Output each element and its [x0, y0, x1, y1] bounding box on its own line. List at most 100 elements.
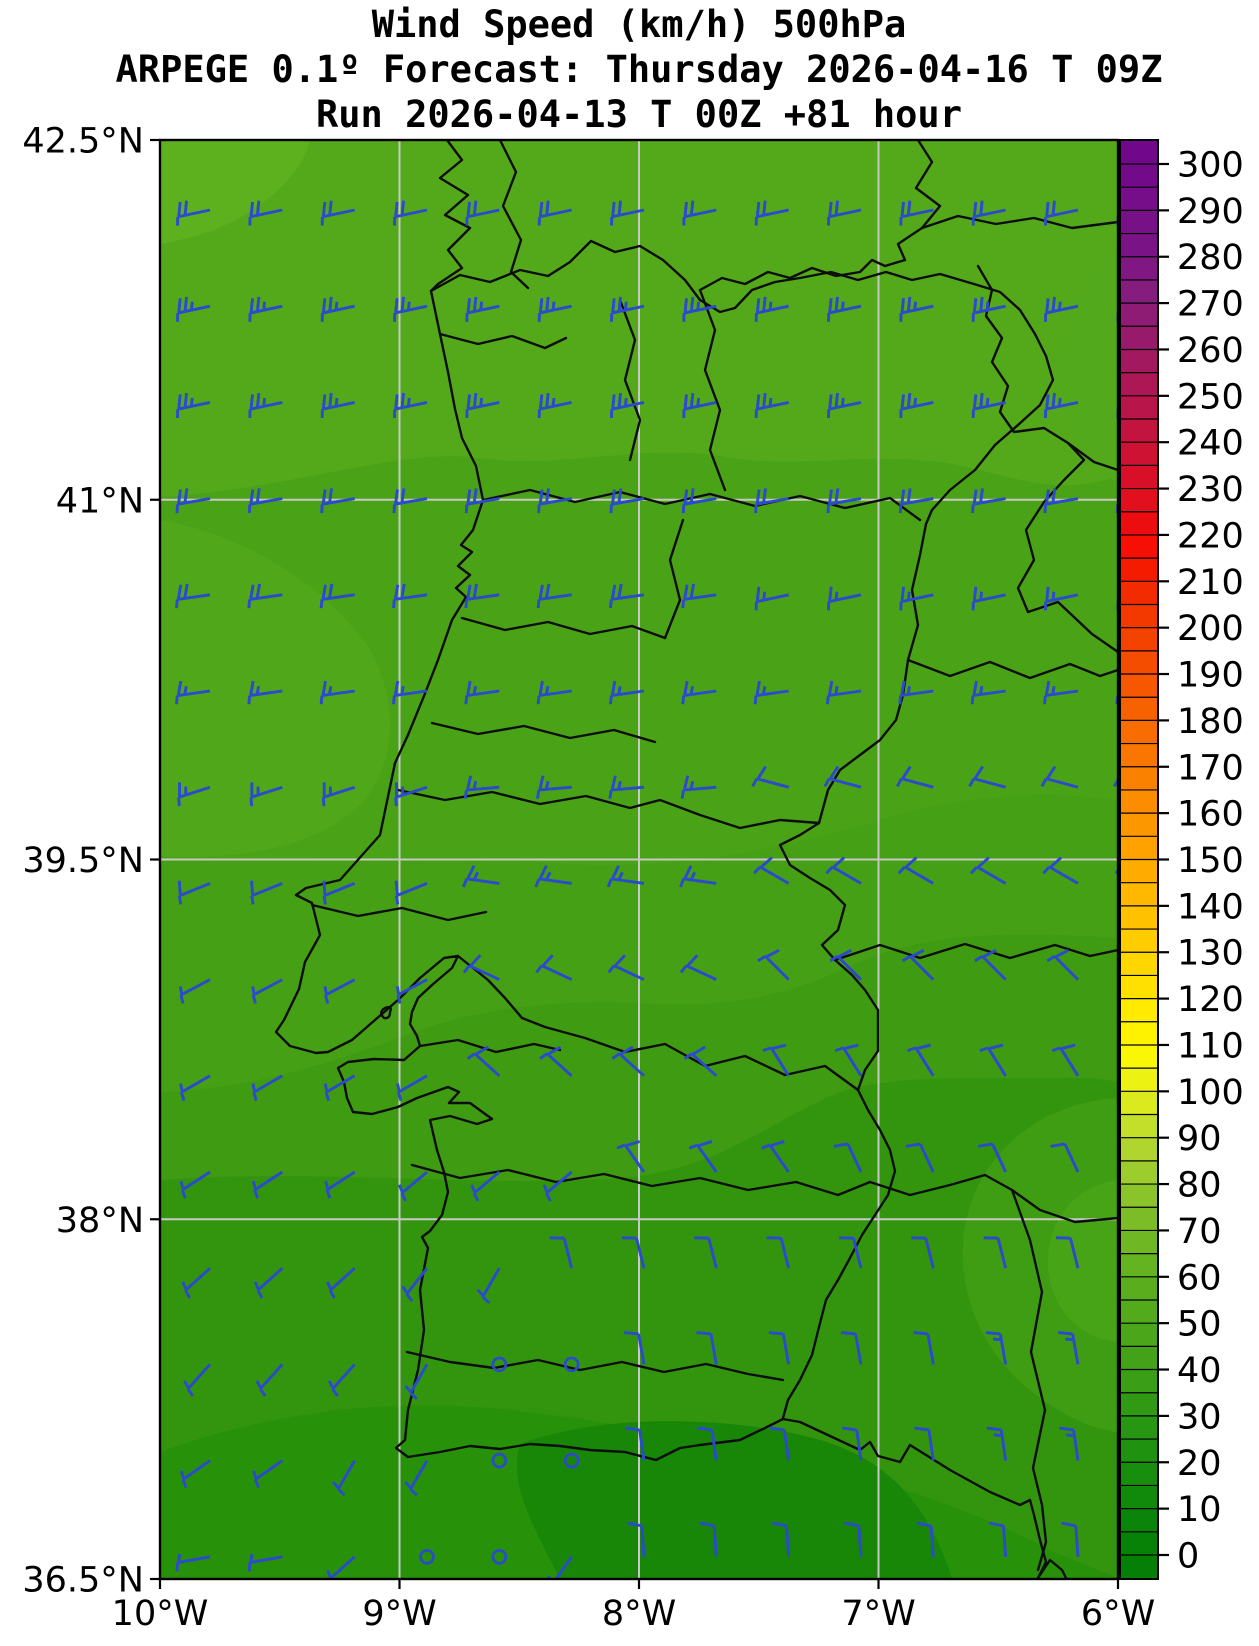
- wind-barb: [175, 488, 211, 514]
- wind-barb: [905, 1142, 935, 1173]
- wind-barb: [462, 954, 500, 981]
- district-border: [481, 488, 922, 522]
- wind-barb: [914, 1426, 935, 1461]
- wind-barb: [827, 200, 862, 226]
- wind-barb: [1040, 765, 1079, 789]
- colorbar-tick-label: 290: [1177, 192, 1244, 232]
- wind-barb: [968, 765, 1007, 789]
- colorbar-segment: [1120, 813, 1158, 837]
- wind-barb: [768, 1331, 791, 1365]
- colorbar-tick-label: 130: [1177, 934, 1244, 974]
- wind-barb: [834, 1043, 863, 1077]
- colorbar-segment: [1120, 836, 1158, 860]
- colorbar-tick-label: 280: [1177, 238, 1244, 278]
- calm-circle: [563, 1356, 580, 1373]
- wind-barb: [536, 680, 572, 705]
- colorbar-tick-label: 170: [1177, 748, 1244, 788]
- colorbar-segment: [1120, 372, 1158, 396]
- colorbar: 0 10 20 30 40 50 60 70 80 90 100 110 120 130 140 150 160…: [1119, 139, 1244, 1580]
- wind-barb: [1055, 1236, 1080, 1269]
- wind-barb: [179, 1074, 211, 1102]
- colorbar-tick-label: 300: [1177, 146, 1244, 186]
- wind-barb: [539, 1045, 573, 1077]
- district-border: [1010, 1188, 1048, 1572]
- colorbar-segment: [1120, 1044, 1158, 1069]
- colorbar-segment: [1120, 1369, 1158, 1393]
- colorbar-segment: [1120, 511, 1158, 535]
- wind-barb: [897, 856, 935, 885]
- colorbar-segment: [1120, 164, 1158, 188]
- colorbar-tick-label: 250: [1177, 377, 1244, 417]
- axis-labels: 42.5°N 41°N 39.5°N 38°N 36.5°N10°W 9°W 8°W 7°W 6…: [22, 122, 1155, 1635]
- colorbar-tick-label: 270: [1177, 285, 1244, 325]
- wind-barb: [247, 1553, 283, 1572]
- wind-barb: [841, 1331, 863, 1365]
- colorbar-segment: [1120, 743, 1158, 767]
- wind-barb: [320, 488, 355, 514]
- wind-barb: [465, 296, 500, 322]
- lon-tick-label: 10°W: [112, 1594, 209, 1634]
- coastline: [274, 140, 1048, 1579]
- colorbar-tick-label: 10: [1177, 1490, 1222, 1530]
- wind-barb: [688, 1140, 718, 1173]
- wind-barb: [248, 296, 283, 322]
- wind-barb: [754, 488, 789, 514]
- district-border: [920, 214, 1118, 230]
- wind-barb: [179, 1170, 211, 1199]
- wind-barb: [977, 1142, 1007, 1173]
- district-border: [396, 788, 821, 830]
- wind-barb: [547, 1555, 573, 1579]
- wind-barb: [754, 296, 789, 322]
- colorbar-tick-label: 210: [1177, 563, 1244, 603]
- wind-barb: [393, 296, 428, 322]
- colorbar-segment: [1120, 674, 1158, 698]
- wind-barb: [826, 680, 862, 705]
- wind-barb: [825, 856, 862, 885]
- wind-barb: [757, 948, 790, 981]
- colorbar-tick-label: 200: [1177, 609, 1244, 649]
- colorbar-segment: [1120, 766, 1158, 790]
- wind-barb: [898, 488, 934, 514]
- colorbar-tick-label: 30: [1177, 1397, 1222, 1437]
- wind-barb: [694, 1236, 718, 1269]
- district-border: [430, 721, 657, 744]
- wind-barb: [392, 583, 428, 609]
- wind-barb: [681, 488, 717, 514]
- colorbar-segment: [1120, 1555, 1158, 1579]
- colorbar-segment: [1120, 1439, 1158, 1463]
- wind-barb: [323, 1074, 356, 1102]
- wind-barb: [771, 1521, 791, 1557]
- wind-barb: [247, 583, 283, 609]
- colorbar-segment: [1120, 1114, 1158, 1138]
- wind-barb: [177, 782, 211, 807]
- colorbar-segment: [1120, 859, 1158, 883]
- wind-barb: [1044, 296, 1079, 322]
- wind-barb: [696, 1331, 718, 1365]
- colorbar-segment: [1120, 952, 1158, 976]
- wind-barb: [899, 392, 934, 419]
- wind-barb: [251, 978, 284, 1004]
- colorbar-tick-label: 110: [1177, 1026, 1244, 1066]
- district-border: [698, 226, 924, 292]
- wind-barb: [971, 200, 1006, 226]
- wind-barb: [1044, 586, 1079, 611]
- colorbar-segment: [1120, 1253, 1158, 1277]
- wind-barb: [320, 200, 355, 226]
- wind-barb: [680, 775, 717, 799]
- wind-barb: [970, 680, 1006, 705]
- calm-circle: [491, 1549, 508, 1565]
- wind-barb: [682, 392, 717, 419]
- wind-barb: [401, 1267, 429, 1302]
- wind-barb: [611, 1045, 645, 1077]
- colorbar-segment: [1120, 1462, 1158, 1486]
- wind-barb: [464, 680, 500, 705]
- wind-barb: [327, 1363, 356, 1397]
- chart-title: Wind Speed (km/h) 500hPa: [371, 3, 907, 46]
- title-block: Wind Speed (km/h) 500hPa ARPEGE 0.1º For…: [19, 2, 1259, 137]
- wind-barb: [179, 1459, 211, 1489]
- wind-barb: [901, 948, 935, 981]
- wind-barb: [175, 680, 211, 705]
- colorbar-segment: [1120, 256, 1158, 280]
- wind-barb: [683, 1045, 718, 1077]
